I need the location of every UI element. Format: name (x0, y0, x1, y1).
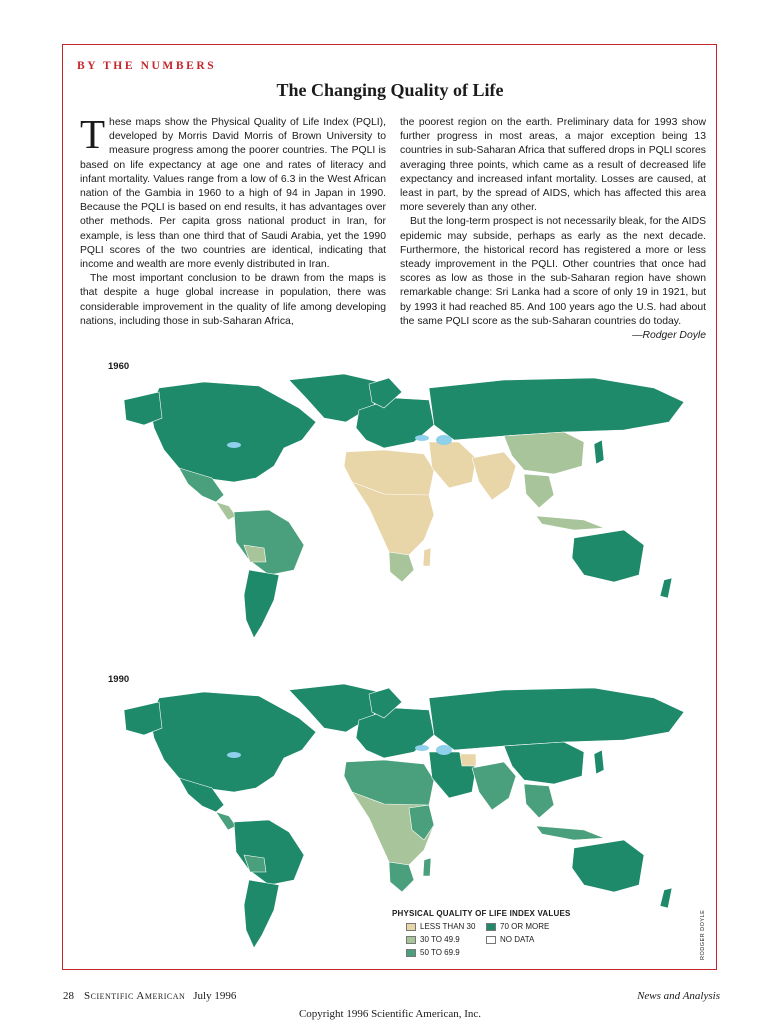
central-america (215, 811, 237, 831)
legend-item-no-data: NO DATA (486, 935, 576, 944)
map-1960-label: 1960 (108, 361, 130, 372)
legend-item-70-or-more: 70 OR MORE (486, 922, 576, 931)
map-legend: PHYSICAL QUALITY OF LIFE INDEX VALUES LE… (392, 909, 576, 957)
caspian-sea (436, 435, 452, 445)
central-america (215, 501, 237, 521)
legend-title: PHYSICAL QUALITY OF LIFE INDEX VALUES (392, 909, 571, 918)
legend-swatch (486, 935, 496, 944)
southern-africa (388, 861, 415, 893)
paragraph-4: But the long-term prospect is not necess… (400, 215, 706, 341)
south-america-south (243, 879, 280, 949)
scandinavia (368, 687, 403, 719)
europe (355, 707, 435, 759)
copyright-notice: Copyright 1996 Scientific American, Inc. (298, 1008, 482, 1020)
north-america (149, 381, 317, 483)
east-africa (408, 804, 435, 841)
article-frame (62, 44, 717, 970)
australia (571, 529, 645, 583)
afghanistan (459, 753, 477, 767)
north-america (149, 691, 317, 793)
madagascar (422, 547, 432, 567)
china (503, 741, 585, 785)
great-lakes (227, 752, 241, 758)
southeast-asia (523, 783, 555, 819)
indonesia (535, 825, 605, 841)
legend-swatch (406, 922, 416, 931)
map-1960-svg (123, 373, 685, 639)
china (503, 431, 585, 475)
drop-cap: T (80, 111, 106, 157)
great-lakes (227, 442, 241, 448)
paragraph-2: The most important conclusion to be draw… (80, 273, 386, 327)
australia (571, 839, 645, 893)
southeast-asia (523, 473, 555, 509)
soviet-union (428, 377, 685, 441)
bolivia (243, 544, 267, 563)
black-sea (415, 745, 429, 751)
black-sea (415, 435, 429, 441)
alaska (123, 391, 163, 426)
bolivia (243, 854, 267, 873)
paragraph-3: the poorest region on the earth. Prelimi… (400, 117, 706, 214)
legend-item-30-to-49-9: 30 TO 49.9 (406, 935, 486, 944)
south-asia (471, 761, 517, 811)
japan (593, 439, 605, 465)
japan (593, 749, 605, 775)
scandinavia (368, 377, 403, 409)
legend-items: LESS THAN 30 70 OR MORE 30 TO 49.9 NO DA… (406, 922, 576, 957)
graphic-credit: RODGER DOYLE (700, 909, 706, 960)
southern-africa (388, 551, 415, 583)
south-america-south (243, 569, 280, 639)
madagascar (422, 857, 432, 877)
south-america-north (233, 509, 305, 576)
legend-swatch (406, 948, 416, 957)
section-name: News and Analysis (637, 990, 720, 1002)
world-map-1960 (84, 370, 712, 666)
map-1990-label: 1990 (108, 674, 130, 685)
new-zealand (659, 577, 673, 599)
europe (355, 397, 435, 449)
page-number: 28 (63, 990, 74, 1002)
map-1990-svg (123, 683, 685, 949)
indonesia (535, 515, 605, 531)
legend-swatch (406, 935, 416, 944)
south-america-north (233, 819, 305, 886)
new-zealand (659, 887, 673, 909)
issue-date: July 1996 (193, 990, 237, 1002)
middle-east (428, 441, 477, 489)
caspian-sea (436, 745, 452, 755)
legend-item-less-than-30: LESS THAN 30 (406, 922, 486, 931)
legend-swatch (486, 922, 496, 931)
soviet-union (428, 687, 685, 751)
sub-saharan-africa (351, 481, 435, 556)
alaska (123, 701, 163, 736)
section-kicker: BY THE NUMBERS (77, 60, 217, 72)
south-asia (471, 451, 517, 501)
world-map-1990 (84, 680, 712, 976)
magazine-name: Scientific American (84, 990, 186, 1002)
page-footer-left: 28 Scientific American July 1996 (63, 990, 236, 1002)
legend-item-50-to-69-9: 50 TO 69.9 (406, 948, 486, 957)
article-column-2: the poorest region on the earth. Prelimi… (400, 116, 706, 343)
author-signature: —Rodger Doyle (632, 330, 706, 342)
article-title: The Changing Quality of Life (276, 80, 504, 100)
